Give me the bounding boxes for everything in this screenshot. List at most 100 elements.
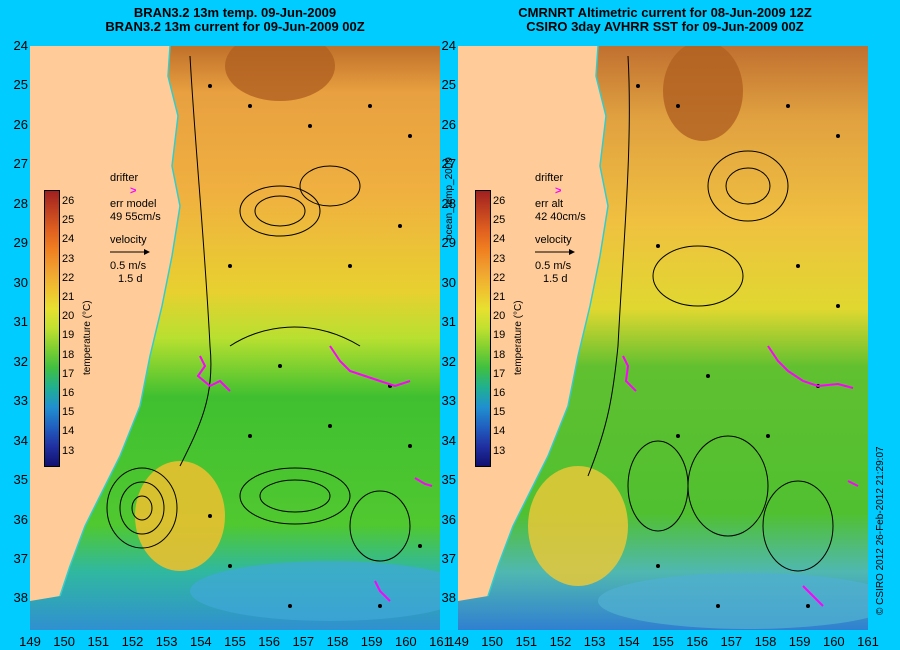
- right-map-panel: [458, 46, 868, 630]
- colorbar-tick-label: 21: [62, 291, 75, 303]
- left-title-line1: BRAN3.2 13m temp. 09-Jun-2009: [133, 5, 337, 20]
- latitude-tick-label: 33: [13, 393, 28, 409]
- right-drifter-label: drifter: [535, 172, 564, 184]
- longitude-tick-label: 159: [360, 634, 383, 649]
- cool-water-region: [598, 573, 868, 629]
- australian-coastline-land: [458, 46, 608, 601]
- velocity-scale-arrow-icon: [535, 249, 575, 255]
- latitude-tick-label: 24: [13, 38, 28, 53]
- latitude-tick-label: 32: [13, 353, 28, 369]
- latitude-tick-label: 37: [441, 550, 456, 566]
- latitude-tick-label: 36: [441, 511, 456, 527]
- longitude-tick-label: 149: [19, 634, 41, 649]
- right-map-svg: [458, 46, 868, 630]
- longitude-tick-label: 155: [652, 634, 674, 649]
- latitude-tick-label: 34: [441, 432, 456, 448]
- longitude-tick-label: 150: [53, 634, 75, 649]
- longitude-tick-label: 156: [258, 634, 280, 649]
- longitude-tick-label: 156: [686, 634, 708, 649]
- ocean-temp-side-label: ocean_temp_2009: [444, 157, 455, 240]
- colorbar-tick-label: 23: [62, 252, 75, 265]
- right-panel-title: CMRNRT Altimetric current for 08-Jun-200…: [455, 6, 875, 34]
- longitude-tick-label: 155: [224, 634, 246, 649]
- right-legend: drifter > err alt 42 40cm/s velocity 0.5…: [535, 172, 586, 286]
- latitude-tick-label: 27: [441, 156, 456, 172]
- left-speed-label: 0.5 m/s: [110, 260, 147, 272]
- longitude-tick-label: 160: [822, 634, 845, 649]
- latitude-tick-label: 32: [441, 353, 456, 369]
- colorbar-tick-label: 13: [62, 444, 75, 457]
- warm-eddy-region: [528, 466, 628, 586]
- warm-core-region: [225, 46, 335, 101]
- left-map-panel: [30, 46, 440, 630]
- longitude-tick-label: 159: [788, 634, 811, 649]
- colorbar-tick-label: 19: [493, 329, 506, 342]
- colorbar-tick-label: 24: [62, 233, 75, 246]
- current-streamlines: [106, 55, 411, 562]
- right-err-value: 42 40cm/s: [535, 211, 586, 223]
- latitude-tick-label: 35: [441, 472, 456, 488]
- latitude-tick-label: 28: [441, 195, 456, 211]
- longitude-tick-label: 160: [394, 634, 417, 649]
- longitude-tick-label: 151: [87, 634, 110, 649]
- left-err-label: err model: [110, 198, 157, 210]
- left-drifter-label: drifter: [110, 172, 139, 184]
- longitude-tick-label: 149: [447, 634, 469, 649]
- longitude-tick-label: 152: [549, 634, 572, 649]
- latitude-tick-label: 38: [441, 590, 456, 606]
- colorbar-title: temperature (°C): [82, 300, 93, 375]
- australian-coastline-land: [30, 46, 180, 601]
- left-duration-label: 1.5 d: [118, 273, 143, 285]
- latitude-tick-label: 24: [441, 38, 456, 53]
- longitude-tick-label: 152: [121, 634, 144, 649]
- latitude-tick-label: 29: [13, 235, 28, 251]
- latitude-tick-label: 37: [13, 550, 28, 566]
- colorbar-tick-label: 20: [493, 310, 506, 323]
- latitude-tick-label: 27: [13, 156, 28, 172]
- colorbar-tick-label: 21: [493, 291, 506, 303]
- colorbar-tick-label: 16: [493, 387, 506, 399]
- right-speed-label: 0.5 m/s: [535, 260, 572, 272]
- drifter-symbol-icon: >: [130, 185, 137, 197]
- drifter-tracks: [622, 345, 859, 607]
- colorbar-tick-label: 26: [493, 195, 506, 207]
- colorbar-tick-label: 17: [493, 367, 506, 380]
- warm-core-region: [663, 46, 743, 141]
- left-panel-title: BRAN3.2 13m temp. 09-Jun-2009 BRAN3.2 13…: [30, 6, 440, 34]
- colorbar-tick-label: 17: [62, 367, 75, 380]
- copyright-label: © CSIRO 2012 26-Feb-2012 21:29:07: [875, 446, 886, 615]
- velocity-scale-arrow-icon: [110, 249, 150, 255]
- longitude-tick-label: 157: [292, 634, 315, 649]
- latitude-tick-label: 31: [13, 314, 28, 330]
- latitude-tick-label: 36: [13, 511, 28, 527]
- left-map-svg: [30, 46, 440, 630]
- latitude-tick-label: 38: [13, 590, 28, 606]
- latitude-tick-label: 25: [13, 77, 28, 93]
- right-title-line2: CSIRO 3day AVHRR SST for 09-Jun-2009 00Z: [526, 19, 804, 34]
- colorbar-tick-label: 18: [62, 348, 75, 361]
- latitude-tick-label: 34: [13, 432, 28, 448]
- latitude-tick-label: 30: [441, 274, 456, 290]
- colorbar-tick-label: 14: [62, 425, 75, 438]
- current-streamlines: [587, 55, 834, 572]
- colorbar-tick-label: 15: [493, 406, 506, 419]
- longitude-tick-label: 151: [515, 634, 538, 649]
- latitude-tick-label: 31: [441, 314, 456, 330]
- continental-shelf-contour: [59, 46, 181, 597]
- colorbar-tick-label: 26: [62, 195, 75, 207]
- colorbar-tick-label: 22: [62, 271, 75, 284]
- longitude-tick-label: 161: [857, 634, 879, 649]
- right-velocity-label: velocity: [535, 234, 572, 246]
- colorbar-tick-label: 20: [62, 310, 75, 323]
- continental-shelf-contour: [487, 46, 609, 597]
- longitude-tick-label: 154: [189, 634, 212, 649]
- cool-water-region: [190, 561, 440, 621]
- longitude-tick-label: 157: [720, 634, 743, 649]
- colorbar-tick-label: 15: [62, 406, 75, 419]
- colorbar-title: temperature (°C): [513, 300, 524, 375]
- latitude-tick-label: 30: [13, 274, 28, 290]
- left-velocity-label: velocity: [110, 234, 147, 246]
- longitude-tick-label: 158: [326, 634, 349, 649]
- colorbar-tick-label: 22: [493, 271, 506, 284]
- longitude-tick-label: 153: [583, 634, 606, 649]
